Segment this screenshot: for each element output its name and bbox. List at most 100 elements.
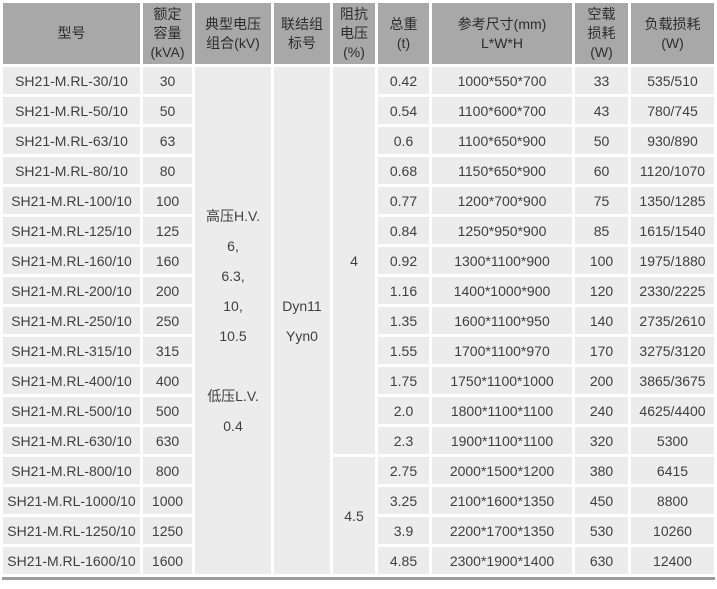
weight-cell: 0.84: [378, 217, 429, 244]
capacity-cell: 50: [143, 97, 192, 124]
no-load-loss-cell: 33: [575, 67, 628, 94]
capacity-cell: 250: [143, 307, 192, 334]
load-loss-cell: 780/745: [631, 97, 714, 124]
no-load-loss-cell: 50: [575, 127, 628, 154]
header-line: 参考尺寸(mm): [457, 15, 547, 32]
no-load-loss-cell: 200: [575, 367, 628, 394]
header-total-weight: 总重 (t): [378, 3, 429, 64]
model-cell: SH21-M.RL-315/10: [3, 337, 140, 364]
capacity-cell: 500: [143, 397, 192, 424]
dimensions-cell: 1300*1100*900: [432, 247, 572, 274]
load-loss-cell: 535/510: [631, 67, 714, 94]
table-body: SH21-M.RL-30/10 30 高压H.V. 6, 6.3, 10, 10.5 低压L.…: [3, 67, 714, 574]
no-load-loss-cell: 530: [575, 517, 628, 544]
model-cell: SH21-M.RL-630/10: [3, 427, 140, 454]
model-cell: SH21-M.RL-400/10: [3, 367, 140, 394]
dimensions-cell: 1100*650*900: [432, 127, 572, 154]
model-cell: SH21-M.RL-1000/10: [3, 487, 140, 514]
header-line: 额定: [153, 6, 182, 22]
table-row: SH21-M.RL-63/10 63 0.6 1100*650*900 50 930/89…: [3, 127, 714, 154]
vector-group-cell: Dyn11 Yyn0: [274, 67, 330, 574]
load-loss-cell: 12400: [631, 547, 714, 574]
capacity-cell: 315: [143, 337, 192, 364]
capacity-cell: 1000: [143, 487, 192, 514]
no-load-loss-cell: 320: [575, 427, 628, 454]
table-row: SH21-M.RL-1250/10 1250 3.9 2200*1700*1350 53…: [3, 517, 714, 544]
capacity-cell: 630: [143, 427, 192, 454]
weight-cell: 0.68: [378, 157, 429, 184]
table-row: SH21-M.RL-50/10 50 0.54 1100*600*700 43 780/7…: [3, 97, 714, 124]
dimensions-cell: 1000*550*700: [432, 67, 572, 94]
header-line: (kVA): [150, 44, 185, 60]
weight-cell: 2.0: [378, 397, 429, 424]
table-row: SH21-M.RL-315/10 315 1.55 1700*1100*970 170 3…: [3, 337, 714, 364]
no-load-loss-cell: 100: [575, 247, 628, 274]
dimensions-cell: 1700*1100*970: [432, 337, 572, 364]
no-load-loss-cell: 43: [575, 97, 628, 124]
table-row: SH21-M.RL-630/10 630 2.3 1900*1100*1100 320 5…: [3, 427, 714, 454]
model-cell: SH21-M.RL-250/10: [3, 307, 140, 334]
load-loss-cell: 4625/4400: [631, 397, 714, 424]
dimensions-cell: 2100*1600*1350: [432, 487, 572, 514]
voltage-line: 0.4: [223, 417, 243, 434]
load-loss-cell: 8800: [631, 487, 714, 514]
model-cell: SH21-M.RL-100/10: [3, 187, 140, 214]
header-line: (t): [396, 34, 411, 51]
no-load-loss-cell: 75: [575, 187, 628, 214]
load-loss-cell: 930/890: [631, 127, 714, 154]
load-loss-cell: 1615/1540: [631, 217, 714, 244]
load-loss-cell: 3865/3675: [631, 367, 714, 394]
dimensions-cell: 1750*1100*1000: [432, 367, 572, 394]
header-line: 电压: [340, 25, 368, 41]
load-loss-cell: 2735/2610: [631, 307, 714, 334]
dimensions-cell: 1400*1000*900: [432, 277, 572, 304]
model-cell: SH21-M.RL-200/10: [3, 277, 140, 304]
header-line: 损耗: [587, 25, 616, 41]
header-vector-group: 联结组 标号: [274, 3, 330, 64]
table-row: SH21-M.RL-200/10 200 1.16 1400*1000*900 120 2…: [3, 277, 714, 304]
weight-cell: 3.9: [378, 517, 429, 544]
voltage-line: 6.3,: [221, 267, 245, 284]
header-no-load-loss: 空载 损耗 (W): [575, 3, 628, 64]
weight-cell: 0.6: [378, 127, 429, 154]
table-row: SH21-M.RL-800/10 800 4.5 2.75 2000*1500*1200…: [3, 457, 714, 574]
model-cell: SH21-M.RL-125/10: [3, 217, 140, 244]
weight-cell: 1.75: [378, 367, 429, 394]
impedance-voltage-cell: 4: [333, 67, 375, 454]
weight-cell: 2.75: [378, 457, 429, 484]
weight-cell: 1.55: [378, 337, 429, 364]
dimensions-cell: 1250*950*900: [432, 217, 572, 244]
dimensions-cell: 1150*650*900: [432, 157, 572, 184]
header-line: 标号: [288, 34, 316, 51]
model-cell: SH21-M.RL-160/10: [3, 247, 140, 274]
header-row: 型号 额定 容量 (kVA) 典型电压 组合(kV) 联结组 标号 阻抗 电压 (%) 总重 (t) 参考…: [3, 3, 714, 64]
header-line: 组合(kV): [206, 34, 260, 51]
load-loss-cell: 10260: [631, 517, 714, 544]
dimensions-cell: 1800*1100*1100: [432, 397, 572, 424]
model-cell: SH21-M.RL-63/10: [3, 127, 140, 154]
voltage-line: 10.5: [219, 327, 247, 344]
load-loss-cell: 1975/1880: [631, 247, 714, 274]
table-row: SH21-M.RL-1000/10 1000 3.25 2100*1600*1350 4…: [3, 487, 714, 514]
load-loss-cell: 1120/1070: [631, 157, 714, 184]
capacity-cell: 1250: [143, 517, 192, 544]
weight-cell: 0.54: [378, 97, 429, 124]
no-load-loss-cell: 240: [575, 397, 628, 424]
header-line: 典型电压: [205, 15, 261, 32]
load-loss-cell: 6415: [631, 457, 714, 484]
model-cell: SH21-M.RL-50/10: [3, 97, 140, 124]
no-load-loss-cell: 450: [575, 487, 628, 514]
impedance-voltage-cell: 4.5: [333, 457, 375, 574]
dimensions-cell: 2000*1500*1200: [432, 457, 572, 484]
dimensions-cell: 1600*1100*950: [432, 307, 572, 334]
table-row: SH21-M.RL-160/10 160 0.92 1300*1100*900 100 1…: [3, 247, 714, 274]
table-row: SH21-M.RL-30/10 30 高压H.V. 6, 6.3, 10, 10.5 低压L.…: [3, 67, 714, 574]
voltage-line: 6,: [227, 237, 239, 254]
header-line: 空载: [587, 6, 616, 22]
capacity-cell: 1600: [143, 547, 192, 574]
weight-cell: 0.42: [378, 67, 429, 94]
transformer-spec-table: 型号 额定 容量 (kVA) 典型电压 组合(kV) 联结组 标号 阻抗 电压 (%) 总重 (t) 参考…: [3, 3, 714, 574]
voltage-line: [195, 351, 271, 381]
weight-cell: 0.92: [378, 247, 429, 274]
capacity-cell: 800: [143, 457, 192, 484]
